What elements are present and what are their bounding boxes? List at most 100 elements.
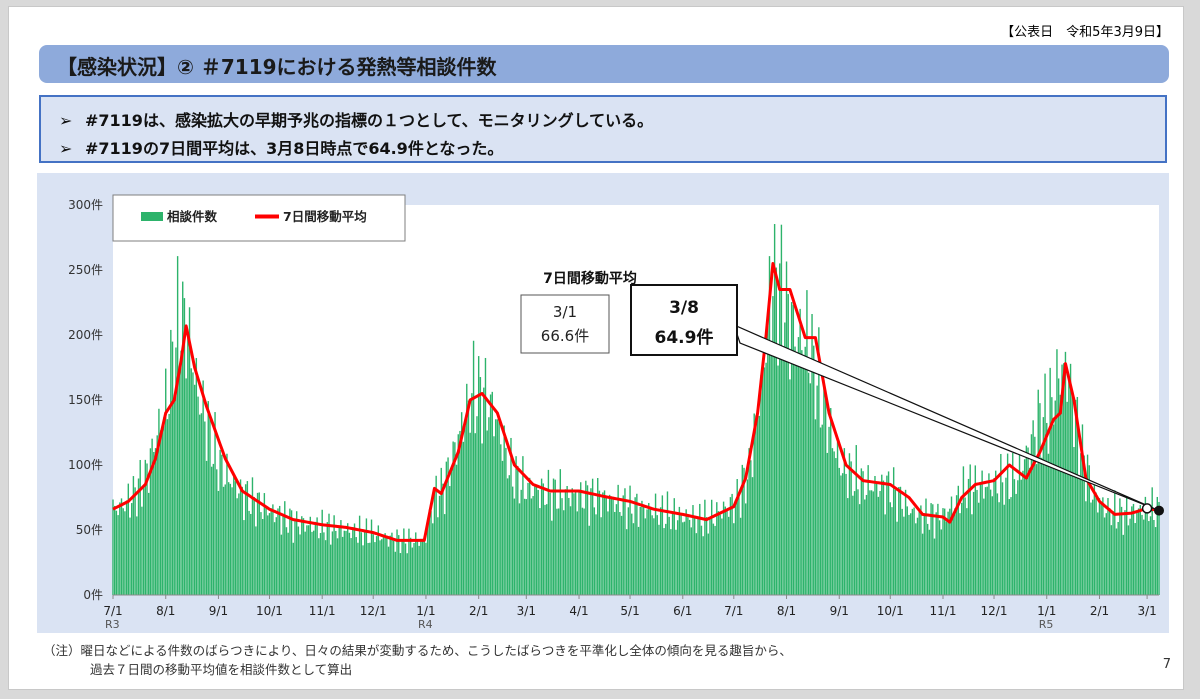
bar — [554, 479, 556, 595]
bar — [989, 489, 992, 595]
bar — [304, 531, 306, 595]
bar — [892, 467, 895, 595]
bar — [178, 369, 181, 595]
bar — [153, 451, 155, 595]
bar — [476, 416, 478, 595]
bar — [182, 281, 184, 595]
bar — [466, 383, 468, 595]
bar — [219, 449, 221, 595]
bar — [1088, 465, 1090, 595]
bar — [710, 499, 713, 595]
bar — [935, 512, 937, 595]
bar — [984, 487, 987, 595]
bar — [231, 487, 233, 595]
bar — [882, 480, 885, 595]
bar — [993, 478, 995, 595]
bar — [297, 526, 300, 595]
bar — [620, 515, 623, 595]
bar — [772, 296, 774, 595]
bar — [751, 477, 754, 595]
bar — [277, 508, 279, 595]
bar — [154, 448, 157, 595]
bar — [165, 368, 167, 595]
bar — [695, 533, 698, 595]
bar — [134, 487, 136, 595]
bar — [1141, 514, 1143, 595]
bar — [566, 486, 568, 595]
bar — [137, 478, 140, 595]
page-title: 【感染状況】② ＃7119における発熱等相談件数 — [57, 55, 497, 79]
bar — [494, 419, 497, 595]
bar — [607, 511, 609, 595]
bar — [375, 536, 378, 595]
bar — [1039, 403, 1041, 595]
bar — [745, 503, 747, 595]
bar — [496, 419, 499, 595]
bar — [1103, 517, 1106, 595]
bar — [1052, 424, 1055, 595]
bar — [802, 355, 805, 595]
bar — [1069, 363, 1072, 595]
bar — [593, 507, 596, 595]
bar — [175, 347, 177, 595]
bar — [190, 368, 192, 595]
bar — [1120, 506, 1123, 595]
bar — [631, 513, 633, 595]
bar — [705, 517, 708, 595]
bar — [654, 493, 657, 595]
bar — [796, 352, 798, 595]
bar — [306, 525, 308, 595]
bar — [746, 479, 749, 595]
bar — [699, 503, 701, 595]
bar — [996, 493, 999, 595]
bar — [731, 493, 733, 595]
bar — [314, 521, 317, 595]
bar — [1025, 445, 1028, 595]
bar — [981, 470, 983, 595]
bar — [253, 496, 255, 595]
bar — [193, 384, 196, 595]
bar — [489, 394, 492, 595]
bar — [978, 502, 980, 595]
bar — [367, 542, 369, 595]
bar — [389, 535, 391, 595]
bar — [491, 391, 493, 595]
bar — [921, 533, 924, 595]
bar — [668, 516, 670, 595]
bar — [665, 523, 667, 595]
bar — [479, 377, 482, 595]
bar — [1044, 373, 1046, 595]
bar — [1066, 401, 1068, 595]
bar — [1047, 453, 1050, 595]
bar — [272, 504, 274, 595]
bar — [386, 535, 388, 595]
bar — [624, 488, 626, 595]
y-tick-label: 200件 — [68, 328, 103, 342]
bar — [1035, 464, 1038, 595]
bar — [229, 483, 232, 595]
bar — [940, 529, 942, 595]
bar — [205, 460, 208, 595]
bar — [125, 500, 128, 595]
bar — [552, 478, 555, 595]
bar — [658, 524, 660, 595]
bar — [1056, 349, 1058, 595]
bar — [278, 505, 281, 595]
bar — [641, 500, 643, 595]
bullet-arrow-icon: ➢ — [59, 111, 73, 130]
bar — [1061, 364, 1063, 595]
bar — [210, 466, 213, 595]
bar — [287, 532, 289, 595]
bar — [302, 518, 305, 595]
bar — [821, 424, 823, 595]
bar — [1071, 395, 1073, 595]
bar — [391, 532, 393, 595]
bar — [933, 538, 936, 595]
bar — [841, 473, 844, 595]
bullet-arrow-icon: ➢ — [59, 139, 73, 158]
bar — [573, 493, 575, 595]
bar — [688, 519, 691, 595]
bar — [998, 502, 1000, 595]
bar — [595, 514, 597, 595]
bar — [682, 522, 684, 595]
